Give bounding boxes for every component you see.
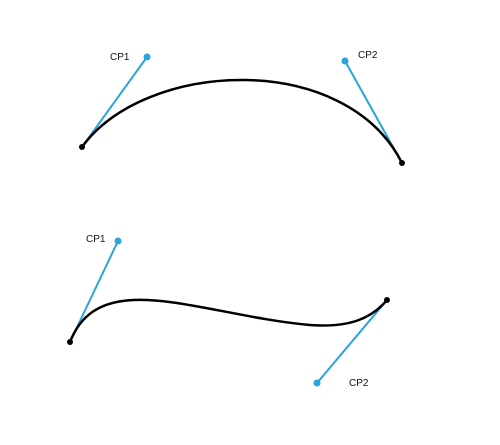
cp1-label: CP1 [86,234,106,245]
bezier-curve [68,298,388,343]
cp2-point[interactable] [313,379,321,387]
cp1-point[interactable] [143,53,151,61]
cp2-label: CP2 [358,50,378,61]
cp1-handle-line [81,56,148,148]
start-point[interactable] [79,144,85,150]
end-point[interactable] [399,160,405,166]
cp2-handle-line [316,299,388,384]
start-point[interactable] [67,339,73,345]
bezier-curve [80,78,404,164]
cp1-point[interactable] [114,237,122,245]
cp2-point[interactable] [341,57,349,65]
bezier-curve-group-bottom: CP1 CP2 [67,234,390,389]
bezier-curve-group-top: CP1 CP2 [79,50,405,166]
cp2-label: CP2 [349,378,369,389]
cp1-label: CP1 [110,52,130,63]
end-point[interactable] [384,297,390,303]
